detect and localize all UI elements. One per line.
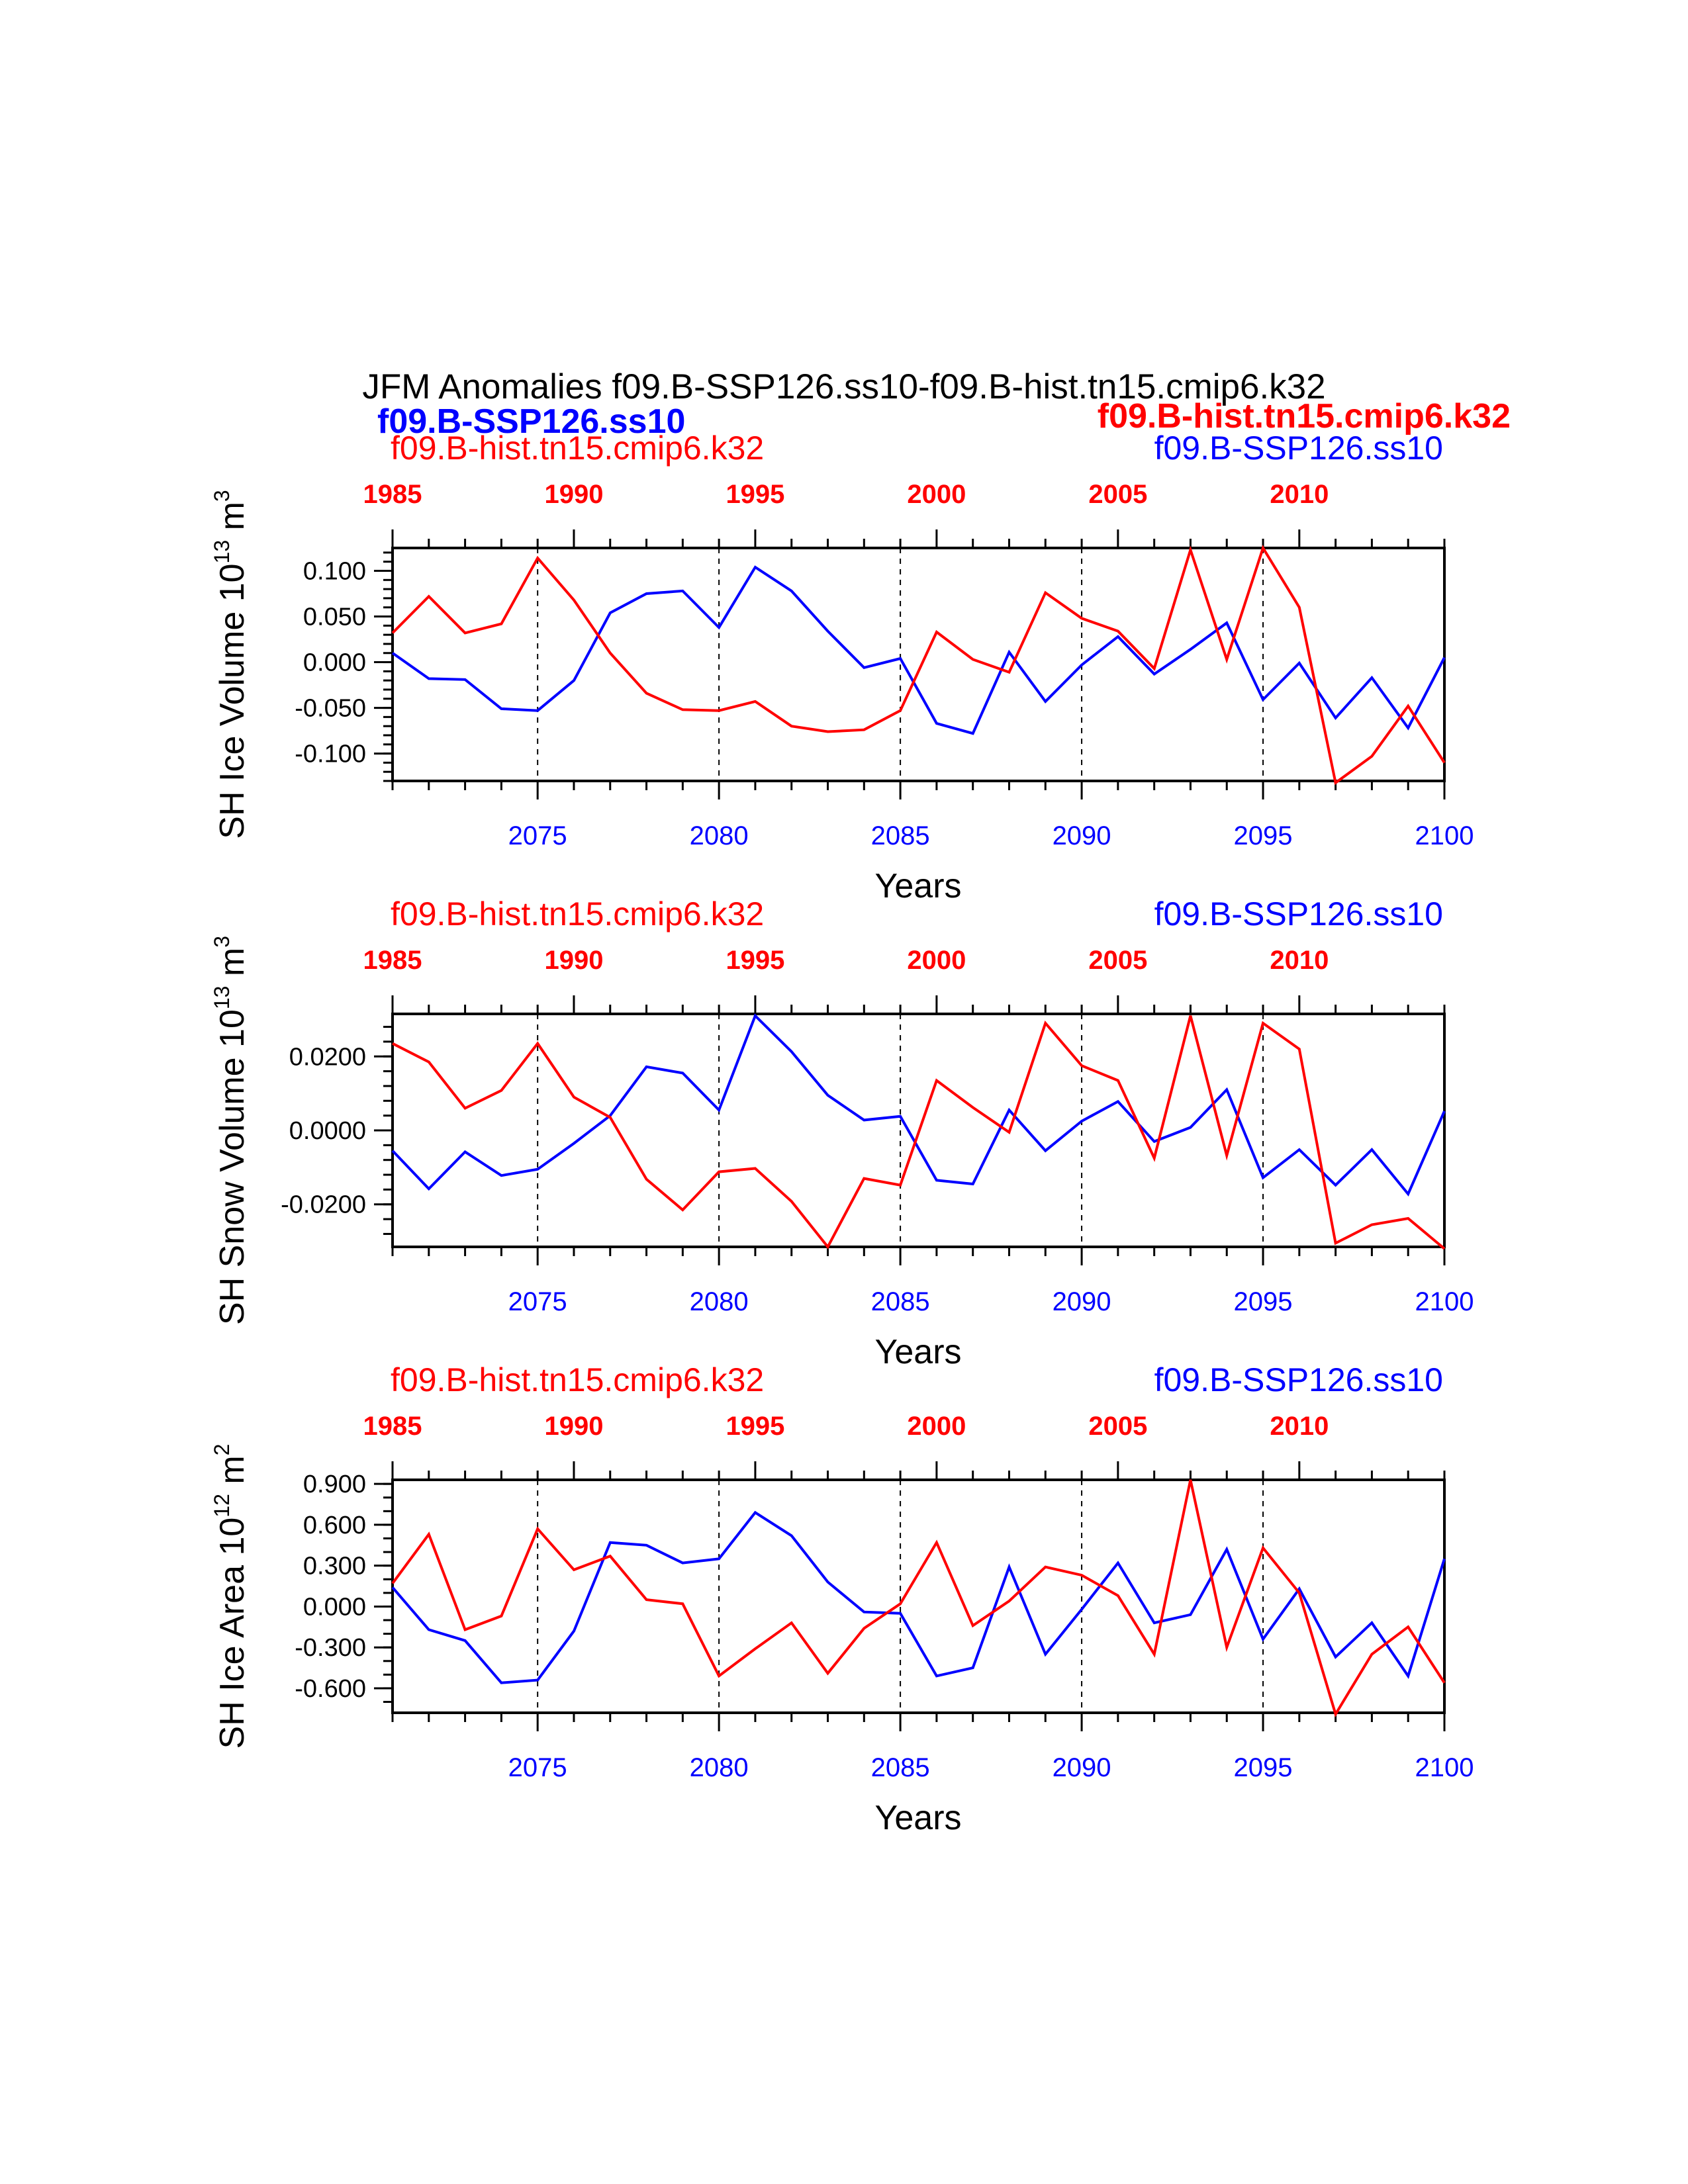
top-tick-label-2010: 2010 — [1270, 480, 1329, 509]
y-tick-label: 0.0000 — [289, 1117, 366, 1145]
top-tick-label-2010: 2010 — [1270, 1412, 1329, 1441]
top-tick-label-1990: 1990 — [544, 480, 603, 509]
x-axis-label: Years — [874, 1333, 961, 1371]
case2-label: f09.B-hist.tn15.cmip6.k32 — [391, 430, 764, 467]
top-tick-label-1990: 1990 — [544, 946, 603, 975]
top-tick-label-1990: 1990 — [544, 1412, 603, 1441]
bottom-tick-label-2095: 2095 — [1234, 1287, 1293, 1316]
panel-snow-volume: f09.B-hist.tn15.cmip6.k32 f09.B-SSP126.ss… — [210, 895, 1474, 1371]
y-tick-label: 0.100 — [303, 558, 366, 586]
bottom-tick-label-2095: 2095 — [1234, 821, 1293, 850]
case1-label: f09.B-SSP126.ss10 — [1154, 1361, 1443, 1398]
y-tick-label: -0.600 — [295, 1675, 366, 1703]
bottom-tick-label-2100: 2100 — [1415, 1287, 1474, 1316]
bottom-tick-label-2080: 2080 — [690, 821, 749, 850]
bottom-tick-label-2075: 2075 — [508, 1287, 567, 1316]
bottom-tick-label-2085: 2085 — [871, 821, 930, 850]
bottom-tick-label-2075: 2075 — [508, 1753, 567, 1782]
case1-label: f09.B-SSP126.ss10 — [1154, 430, 1443, 467]
top-tick-label-2005: 2005 — [1088, 1412, 1147, 1441]
y-tick-label: 0.0200 — [289, 1043, 366, 1071]
bottom-tick-label-2080: 2080 — [690, 1287, 749, 1316]
y-tick-label: 0.600 — [303, 1512, 366, 1539]
y-tick-label: -0.050 — [295, 695, 366, 723]
panel-ice-volume: f09.B-hist.tn15.cmip6.k32 f09.B-SSP126.ss… — [210, 430, 1474, 905]
bottom-tick-label-2100: 2100 — [1415, 821, 1474, 850]
y-tick-label: 0.000 — [303, 649, 366, 677]
top-tick-label-1985: 1985 — [363, 1412, 422, 1441]
y-tick-label: 0.900 — [303, 1471, 366, 1498]
bottom-tick-label-2080: 2080 — [690, 1753, 749, 1782]
bottom-tick-label-2085: 2085 — [871, 1287, 930, 1316]
top-tick-label-2000: 2000 — [907, 1412, 966, 1441]
bottom-tick-label-2095: 2095 — [1234, 1753, 1293, 1782]
series-line-ssp126 — [391, 1510, 1446, 1684]
case2-label: f09.B-hist.tn15.cmip6.k32 — [391, 1361, 764, 1398]
top-tick-label-2005: 2005 — [1088, 480, 1147, 509]
series-line-hist — [392, 1015, 1446, 1250]
legend-case1-bold: f09.B-SSP126.ss10 — [377, 402, 685, 441]
series-line-ssp126 — [391, 1013, 1446, 1197]
top-tick-label-1995: 1995 — [726, 480, 784, 509]
y-axis-label: SH Ice Area 1012 m2 — [210, 1444, 252, 1749]
x-axis-label: Years — [874, 1799, 961, 1837]
figure-title: JFM Anomalies f09.B-SSP126.ss10-f09.B-hi… — [362, 367, 1325, 406]
top-tick-label-1985: 1985 — [363, 480, 422, 509]
case2-label: f09.B-hist.tn15.cmip6.k32 — [391, 895, 764, 933]
plot-frame — [391, 1479, 1446, 1714]
y-tick-label: 0.050 — [303, 604, 366, 631]
bottom-tick-label-2090: 2090 — [1053, 1753, 1111, 1782]
x-axis-label: Years — [874, 867, 961, 905]
bottom-tick-label-2100: 2100 — [1415, 1753, 1474, 1782]
bottom-tick-label-2090: 2090 — [1053, 821, 1111, 850]
bottom-tick-label-2085: 2085 — [871, 1753, 930, 1782]
legend-case2-bold: f09.B-hist.tn15.cmip6.k32 — [1098, 397, 1511, 435]
y-axis-label: SH Ice Volume 1013 m3 — [210, 490, 252, 839]
series-line-hist — [391, 545, 1446, 786]
top-tick-label-2000: 2000 — [907, 480, 966, 509]
top-tick-label-1995: 1995 — [726, 1412, 784, 1441]
top-tick-label-1995: 1995 — [726, 946, 784, 975]
y-tick-label: 0.000 — [303, 1593, 366, 1621]
case1-label: f09.B-SSP126.ss10 — [1154, 895, 1443, 933]
panel-ice-area: f09.B-hist.tn15.cmip6.k32 f09.B-SSP126.ss… — [210, 1361, 1474, 1837]
y-tick-label: -0.100 — [295, 741, 366, 768]
top-tick-label-2000: 2000 — [907, 946, 966, 975]
plot-frame — [391, 547, 1446, 782]
top-tick-label-2005: 2005 — [1088, 946, 1147, 975]
y-tick-label: -0.0200 — [281, 1191, 366, 1219]
y-axis-label: SH Snow Volume 1013 m3 — [210, 936, 252, 1325]
series-line-ssp126 — [391, 565, 1446, 735]
bottom-tick-label-2090: 2090 — [1053, 1287, 1111, 1316]
bottom-tick-label-2075: 2075 — [508, 821, 567, 850]
top-tick-label-1985: 1985 — [363, 946, 422, 975]
y-tick-label: 0.300 — [303, 1553, 366, 1580]
top-tick-label-2010: 2010 — [1270, 946, 1329, 975]
series-line-hist — [391, 1479, 1446, 1717]
y-tick-label: -0.300 — [295, 1634, 366, 1662]
